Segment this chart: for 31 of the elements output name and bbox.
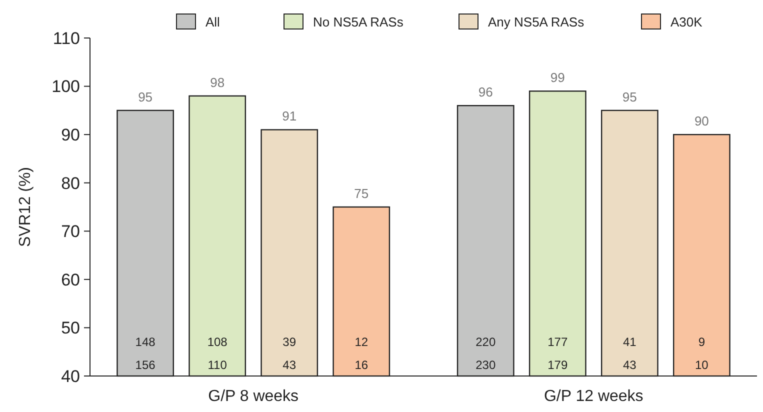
annotation: 148 156 (135, 335, 156, 372)
y-tick-label: 110 (52, 28, 80, 48)
annotation: 12 16 (354, 335, 368, 372)
y-tick-label: 90 (61, 126, 80, 145)
y-tick-label: 60 (61, 270, 80, 290)
legend-label: All (206, 14, 220, 30)
data-label: 95 (622, 89, 637, 104)
y-tick-label: 70 (61, 222, 80, 242)
legend-label: A30K (670, 14, 703, 30)
data-label: 91 (282, 108, 297, 124)
data-label: 75 (354, 186, 369, 201)
y-axis-title: SVR12 (%) (17, 166, 34, 248)
data-label: 96 (478, 84, 493, 100)
data-label: 95 (138, 89, 153, 104)
annotation: 177 179 (548, 335, 568, 372)
annotation: 39 43 (282, 335, 296, 372)
data-label: 99 (550, 70, 565, 86)
data-label: 98 (210, 74, 225, 90)
annotation: 9 10 (695, 335, 709, 372)
x-tick-label: G/P 12 weeks (544, 388, 644, 405)
y-tick-label: 80 (61, 174, 80, 193)
y-tick-label: 100 (52, 77, 80, 96)
y-tick-label: 50 (61, 318, 80, 338)
annotation: 41 43 (622, 335, 637, 372)
x-tick-label: G/P 8 weeks (208, 388, 299, 405)
data-label: 90 (694, 114, 709, 129)
legend-label: Any NS5A RASs (488, 14, 585, 30)
annotation: 220 230 (476, 335, 496, 372)
annotation: 108 110 (207, 335, 228, 372)
legend-label: No NS5A RASs (313, 14, 404, 30)
y-tick-label: 40 (61, 366, 80, 386)
